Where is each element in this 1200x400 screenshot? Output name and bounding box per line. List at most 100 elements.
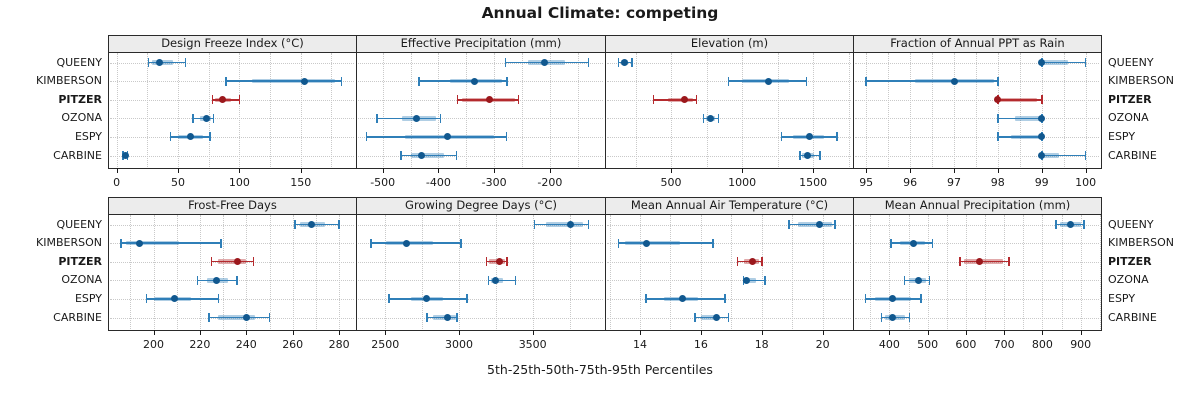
axis-tick-label: 800	[1031, 338, 1053, 351]
median-dot	[242, 314, 250, 321]
whisker-cap-95th	[236, 275, 238, 285]
axis-tick	[153, 330, 155, 335]
axis-tick-label: 1500	[799, 176, 828, 189]
station-label-left-ozona: OZONA	[61, 111, 102, 125]
median-dot	[680, 96, 688, 104]
panel-mean-annual-air-temperature-c	[605, 214, 854, 331]
gridline-horizontal	[358, 261, 603, 263]
median-dot	[816, 221, 823, 228]
gridline-horizontal	[358, 317, 603, 319]
axis-tick	[822, 330, 824, 335]
axis-tick	[1042, 330, 1044, 335]
whisker-5th-95th	[866, 80, 998, 82]
gridline-horizontal	[358, 62, 603, 64]
median-dot	[976, 258, 984, 266]
axis-tick	[910, 168, 912, 173]
whisker-cap-95th	[587, 220, 590, 229]
median-dot	[679, 295, 687, 303]
whisker-cap-95th	[238, 95, 241, 105]
whisker-cap-5th	[694, 313, 696, 322]
median-dot	[218, 96, 226, 104]
gridline-horizontal	[110, 62, 354, 64]
gridline-vertical	[385, 215, 387, 329]
axis-tick	[1004, 330, 1006, 335]
interquartile-band	[125, 240, 179, 246]
median-dot	[888, 314, 896, 321]
whisker-5th-95th	[418, 80, 507, 82]
median-dot	[706, 114, 714, 122]
axis-tick-label: 500	[917, 338, 939, 351]
whisker-cap-95th	[834, 220, 836, 229]
panel-growing-degree-days-c	[356, 214, 606, 331]
whisker-cap-95th	[908, 313, 911, 322]
whisker-cap-95th	[1008, 257, 1010, 267]
axis-tick	[246, 330, 248, 335]
gridline-horizontal	[607, 243, 851, 245]
gridline-vertical	[116, 53, 118, 167]
gridline-vertical	[1004, 215, 1006, 329]
gridline-vertical	[532, 215, 534, 329]
axis-tick	[549, 168, 551, 173]
whisker-cap-95th	[695, 95, 698, 105]
gridline-vertical	[459, 215, 460, 329]
whisker-cap-95th	[1084, 58, 1087, 67]
gridline-horizontal	[358, 298, 603, 300]
median-dot	[888, 295, 896, 303]
gridline-vertical	[635, 53, 637, 167]
gridline-vertical	[199, 215, 201, 329]
gridline-vertical	[1019, 53, 1021, 167]
gridline-vertical	[777, 53, 779, 167]
median-dot	[300, 77, 308, 85]
axis-tick-label: 260	[282, 338, 304, 351]
whisker-cap-5th	[388, 294, 390, 304]
whisker-5th-95th	[377, 117, 441, 120]
axis-tick	[382, 168, 384, 173]
whisker-cap-95th	[184, 58, 187, 67]
interquartile-band	[218, 315, 256, 320]
gridline-horizontal	[855, 280, 1099, 282]
gridline-vertical	[640, 215, 641, 329]
whisker-5th-95th	[209, 316, 270, 319]
panel-effective-precipitation-mm	[356, 52, 606, 169]
gridline-vertical	[965, 215, 967, 329]
median-dot	[423, 295, 431, 303]
gridline-horizontal	[855, 298, 1099, 300]
gridline-horizontal	[855, 118, 1099, 120]
gridline-horizontal	[855, 224, 1099, 226]
axis-tick-label: 95	[859, 176, 874, 189]
gridline-vertical	[246, 215, 248, 329]
gridline-vertical	[208, 53, 210, 167]
whisker-cap-5th	[400, 151, 402, 160]
gridline-vertical	[1023, 215, 1025, 329]
median-dot	[443, 133, 451, 141]
gridline-vertical	[1061, 215, 1063, 329]
median-dot	[186, 133, 194, 141]
gridline-horizontal	[358, 155, 603, 157]
whisker-cap-95th	[514, 275, 517, 285]
gridline-horizontal	[607, 261, 851, 263]
gridline-horizontal	[607, 62, 851, 64]
median-dot	[402, 239, 410, 247]
gridline-vertical	[1080, 215, 1082, 329]
whisker-cap-95th	[928, 275, 931, 285]
whisker-5th-95th	[225, 80, 342, 82]
whisker-cap-95th	[836, 132, 838, 142]
axis-tick	[671, 168, 672, 173]
gridline-vertical	[269, 215, 271, 329]
strip-label-mean-annual-air-temperature-c: Mean Annual Air Temperature (°C)	[605, 197, 854, 215]
whisker-cap-95th	[805, 76, 808, 86]
gridline-horizontal	[607, 224, 851, 226]
whisker-cap-95th	[220, 238, 222, 248]
strip-label-fraction-of-annual-ppt-as-rain: Fraction of Annual PPT as Rain	[853, 35, 1102, 53]
whisker-cap-5th	[487, 275, 490, 285]
gridline-vertical	[153, 215, 155, 329]
gridline-horizontal	[607, 298, 851, 300]
panel-mean-annual-precipitation-mm	[853, 214, 1102, 331]
interquartile-band	[964, 259, 1003, 264]
gridline-vertical	[466, 53, 468, 167]
axis-tick-label: 97	[947, 176, 961, 189]
axis-tick-label: 0	[113, 176, 121, 189]
station-label-right-pitzer: PITZER	[1108, 254, 1152, 268]
gridline-horizontal	[855, 136, 1099, 138]
